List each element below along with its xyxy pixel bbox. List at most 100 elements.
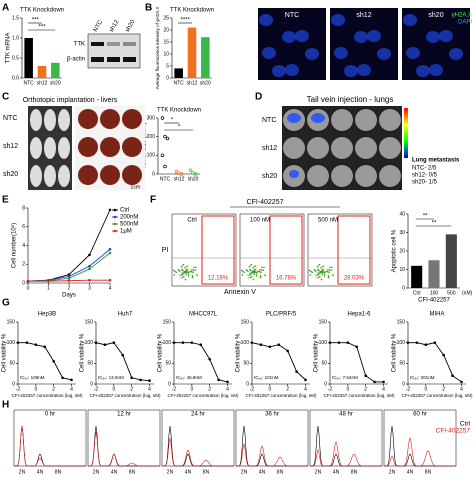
legend-label: Ctrl xyxy=(120,208,129,214)
plot-label: 100 nM xyxy=(250,218,270,224)
image-label: NTC xyxy=(285,12,299,19)
y-axis-label: Cell viability % xyxy=(314,333,320,372)
y-axis-label: Average fluorescence intensity of γH2A.X xyxy=(155,7,160,90)
x-tick-label: 2 xyxy=(130,386,133,392)
lane-label: sh20 xyxy=(125,19,137,34)
x-tick-label: NTC xyxy=(174,80,185,86)
nucleus xyxy=(344,65,358,77)
bar xyxy=(37,66,47,78)
x-tick-label: 0 xyxy=(268,386,271,392)
x-axis-label: CFI-402257 concentration (log, nM) xyxy=(167,393,239,398)
cell xyxy=(262,269,265,272)
mouse xyxy=(44,137,56,159)
mouse xyxy=(30,165,42,187)
panel-label: F xyxy=(150,195,156,206)
y-tick-label: 15 xyxy=(163,39,169,45)
panel-label: G xyxy=(2,298,10,309)
point xyxy=(277,343,281,347)
y-axis-label: Apoptotic cell % xyxy=(392,229,398,272)
note: IC₅₀: 109nM xyxy=(20,375,45,380)
point xyxy=(70,378,73,382)
y-axis-label: PI xyxy=(162,247,169,254)
x-tick-label: 4N xyxy=(185,469,192,475)
cell xyxy=(196,274,198,277)
cell xyxy=(247,270,250,273)
point xyxy=(148,379,151,382)
y-tick-label: 300 xyxy=(147,115,156,121)
cell xyxy=(178,274,181,277)
cell xyxy=(328,271,330,273)
legend-label: CFI-402257 xyxy=(436,428,471,435)
point xyxy=(130,376,133,380)
nucleus xyxy=(295,30,309,42)
point xyxy=(355,345,359,349)
bar xyxy=(51,62,60,78)
nucleus xyxy=(285,64,299,76)
dot xyxy=(188,168,193,173)
panel-label: A xyxy=(2,3,9,14)
x-tick-label: 4N xyxy=(37,469,44,475)
y-tick-label: 8 xyxy=(22,205,25,211)
plot-label: 500 nM xyxy=(318,218,338,224)
cell xyxy=(258,270,261,273)
point xyxy=(47,279,50,283)
cell xyxy=(185,266,187,268)
cell xyxy=(249,264,251,267)
band-label: β-actin xyxy=(67,57,85,63)
cell xyxy=(319,271,322,273)
y-tick-label: 0 xyxy=(152,171,155,177)
cell xyxy=(323,275,326,277)
x-tick-label: 4 xyxy=(109,285,112,291)
x-tick-label: 2 xyxy=(286,386,289,392)
point xyxy=(67,279,71,282)
bar xyxy=(187,27,197,79)
x-tick-label: 8N xyxy=(425,469,432,475)
signal xyxy=(287,113,301,123)
x-tick-label: 0 xyxy=(190,386,193,392)
chart-title: TTK Knockdown xyxy=(170,8,214,14)
y-tick-label: 0 xyxy=(12,381,15,387)
x-tick-label: sh20 xyxy=(200,80,211,86)
point xyxy=(108,208,112,212)
panel-title: CFI-402257 xyxy=(247,199,284,206)
legend-marker xyxy=(113,229,117,233)
point xyxy=(43,345,47,349)
blot-band xyxy=(123,57,136,62)
y-tick-label: 10 xyxy=(163,51,169,57)
y-tick-label: 50 xyxy=(243,361,249,367)
cell xyxy=(320,278,323,281)
x-axis-label: CFI-402257 xyxy=(418,298,450,304)
cell xyxy=(181,276,184,279)
row-label: sh20 xyxy=(3,171,18,178)
x-tick-label: Ctrl xyxy=(413,290,421,296)
lung xyxy=(355,165,377,187)
dot xyxy=(179,172,184,176)
cell xyxy=(181,264,183,267)
cell xyxy=(181,272,184,274)
cell xyxy=(318,263,321,266)
nucleus xyxy=(334,47,348,59)
cell xyxy=(189,270,191,273)
x-tick-label: 2N xyxy=(241,469,248,475)
x-tick-label: 100 xyxy=(430,290,439,296)
cell xyxy=(191,276,194,279)
cell xyxy=(192,271,194,273)
chart-title: MIHA xyxy=(430,312,445,318)
y-tick-label: 150 xyxy=(319,319,328,325)
point xyxy=(26,279,30,283)
nucleus xyxy=(403,14,417,26)
point xyxy=(67,277,71,280)
chart-title: Hep3B xyxy=(38,312,56,318)
point xyxy=(94,341,98,344)
point xyxy=(442,353,445,357)
cell xyxy=(179,270,182,273)
x-tick-label: sh12 xyxy=(37,80,48,86)
blot-band xyxy=(91,57,104,62)
cell xyxy=(310,270,312,273)
point xyxy=(88,278,91,282)
cell xyxy=(253,271,255,273)
y-tick-label: 1.5 xyxy=(12,15,19,21)
cell xyxy=(326,270,329,273)
x-axis-label: Days xyxy=(62,293,76,299)
cell xyxy=(186,269,189,272)
